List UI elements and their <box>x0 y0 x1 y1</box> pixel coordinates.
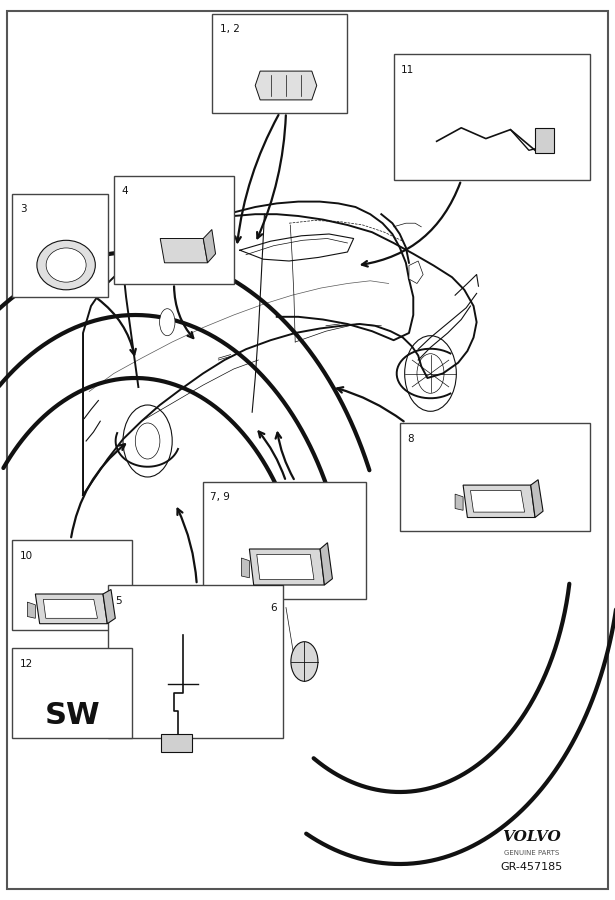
Bar <box>12 540 132 630</box>
Polygon shape <box>320 543 332 585</box>
Bar <box>535 128 554 153</box>
Ellipse shape <box>160 309 175 336</box>
Text: 12: 12 <box>20 659 33 669</box>
Text: 7, 9: 7, 9 <box>210 492 230 502</box>
Polygon shape <box>35 594 107 624</box>
Polygon shape <box>463 485 535 518</box>
Polygon shape <box>203 230 215 263</box>
Text: 11: 11 <box>401 65 415 75</box>
Polygon shape <box>241 558 250 578</box>
Polygon shape <box>160 238 208 263</box>
Text: 5: 5 <box>115 596 122 606</box>
Text: 10: 10 <box>20 551 33 561</box>
Polygon shape <box>470 491 525 512</box>
Polygon shape <box>250 549 325 585</box>
Polygon shape <box>161 734 192 752</box>
Text: 6: 6 <box>271 603 277 613</box>
Text: 8: 8 <box>407 434 414 444</box>
Polygon shape <box>455 494 463 510</box>
Text: 3: 3 <box>20 204 26 214</box>
Text: 1, 2: 1, 2 <box>220 24 239 34</box>
Circle shape <box>291 642 318 681</box>
Text: SW: SW <box>44 701 100 730</box>
Bar <box>400 423 590 531</box>
Bar <box>108 585 283 738</box>
Bar <box>394 54 590 180</box>
Polygon shape <box>409 261 423 284</box>
Text: VOLVO: VOLVO <box>502 830 561 844</box>
Bar <box>203 482 366 598</box>
Bar <box>12 194 108 297</box>
Text: GR-457185: GR-457185 <box>501 861 563 872</box>
Polygon shape <box>43 599 97 618</box>
Bar <box>212 14 347 112</box>
Polygon shape <box>531 480 543 518</box>
Ellipse shape <box>37 240 95 290</box>
Text: GENUINE PARTS: GENUINE PARTS <box>504 850 560 856</box>
Polygon shape <box>255 71 317 100</box>
Bar <box>12 648 132 738</box>
Polygon shape <box>27 602 35 618</box>
Ellipse shape <box>46 248 86 283</box>
Polygon shape <box>103 590 116 624</box>
Text: 4: 4 <box>121 186 128 196</box>
Bar <box>114 176 234 284</box>
Polygon shape <box>257 554 314 580</box>
